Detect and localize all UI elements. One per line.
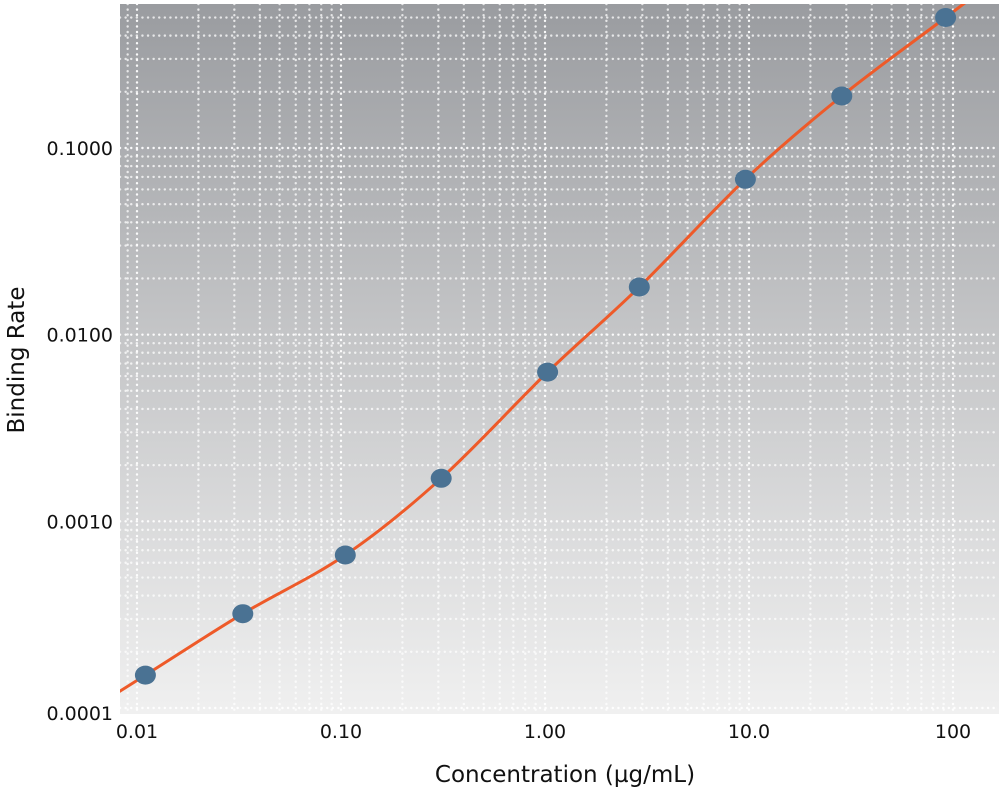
data-point-7 [734,169,756,189]
data-point-1 [134,665,156,685]
x-tick-label: 0.01 [116,721,158,743]
x-tick-labels: 0.01 0.10 1.00 10.0 100 [116,721,971,743]
data-point-3 [334,545,356,565]
y-axis-title: Binding Rate [4,287,30,434]
x-tick-label: 0.10 [320,721,362,743]
y-tick-label: 0.0010 [47,511,113,533]
x-axis-title: Concentration (µg/mL) [435,762,695,788]
x-tick-label: 10.0 [728,721,770,743]
data-point-8 [831,86,853,106]
x-tick-label: 1.00 [524,721,566,743]
data-point-9 [935,8,957,27]
y-tick-labels: 0.0001 0.0010 0.0100 0.1000 [47,138,113,725]
y-tick-label: 0.0100 [47,325,113,347]
data-point-5 [537,362,559,382]
data-points [134,8,957,685]
x-tick-label: 100 [935,721,971,743]
data-point-2 [232,604,254,624]
y-tick-label: 0.1000 [47,138,113,160]
y-tick-label: 0.0001 [47,703,113,725]
data-point-4 [430,468,452,488]
data-point-6 [628,277,650,297]
grid-lines [120,4,999,714]
